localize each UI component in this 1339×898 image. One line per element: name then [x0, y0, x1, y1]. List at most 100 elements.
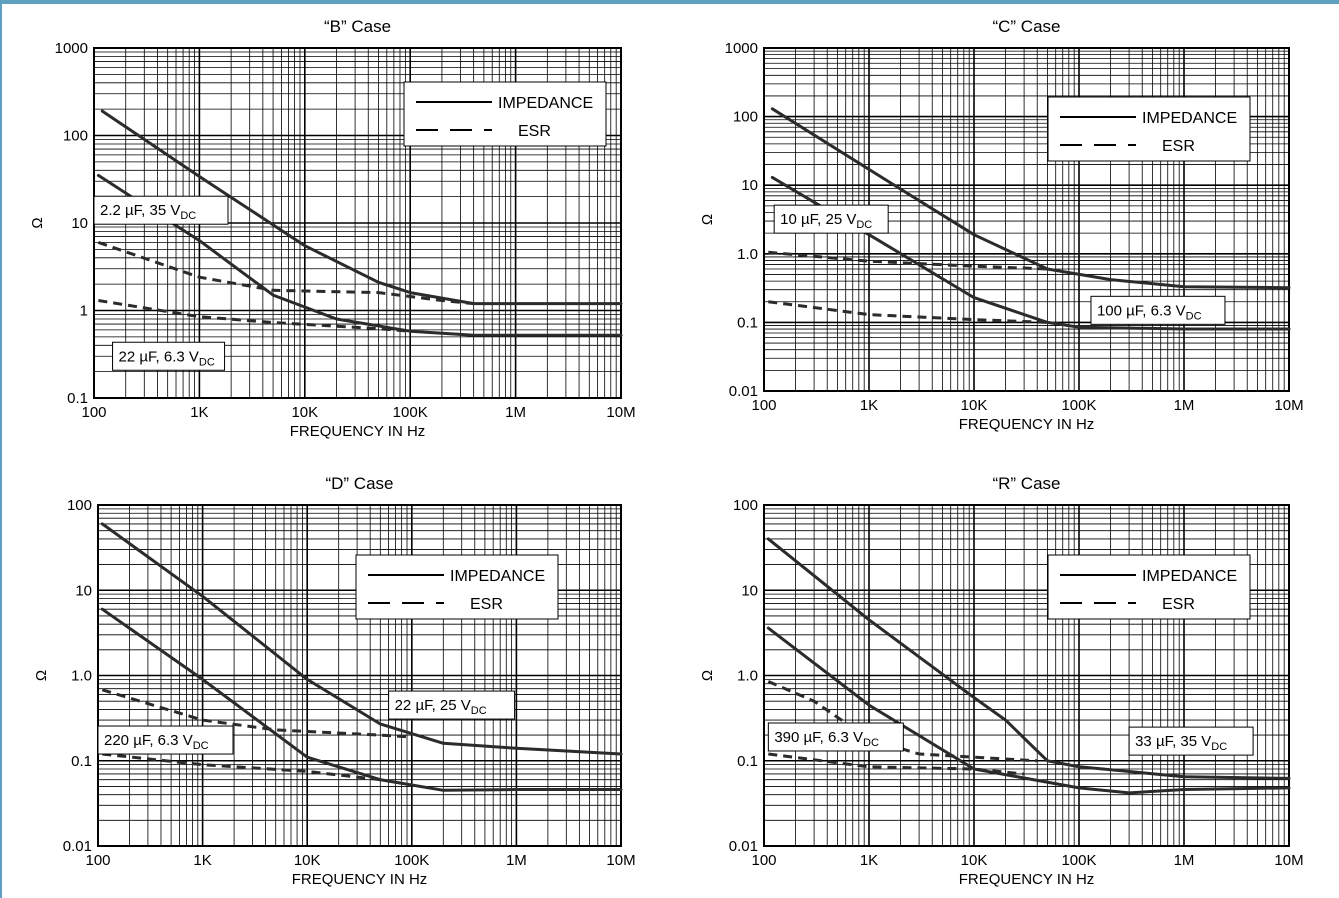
annotation-1: 22 µF, 6.3 VDC: [112, 341, 226, 371]
y-tick-label: 0.01: [729, 838, 758, 855]
annotation-subscript: DC: [199, 356, 215, 368]
y-tick-label: 0.1: [737, 314, 758, 331]
series-0-line: [766, 537, 1291, 780]
annotation-text: 220 µF, 6.3 VDC: [104, 732, 209, 752]
annotation-main: 390 µF, 6.3 V: [774, 729, 863, 746]
page-border-left: [0, 0, 2, 898]
annotation-1: 220 µF, 6.3 VDC: [97, 725, 234, 755]
x-tick-label: 10K: [294, 852, 321, 869]
y-tick-label: 1000: [55, 40, 88, 57]
annotation-0: 2.2 µF, 35 VDC: [93, 195, 229, 225]
chart-1: 100 1K 10K 100K 1M 10M 0.01 0.1 1.0 10 100 1000 “C” …: [699, 17, 1304, 433]
series-2-line: [96, 173, 623, 337]
legend-label: ESR: [1162, 138, 1195, 155]
x-tick-label: 1K: [193, 852, 211, 869]
annotation-box: [767, 722, 904, 752]
annotation-box: [93, 195, 229, 225]
legend: IMPEDANCE ESR: [1047, 96, 1251, 162]
annotation-0: 33 µF, 35 VDC: [1128, 726, 1254, 756]
annotation-subscript: DC: [471, 705, 487, 717]
chart-title: “R” Case: [992, 474, 1060, 493]
annotation-main: 33 µF, 35 V: [1135, 733, 1211, 750]
annotation-subscript: DC: [180, 210, 196, 222]
series-3-line: [768, 752, 1025, 776]
x-tick-label: 100: [751, 852, 776, 869]
annotation-main: 22 µF, 6.3 V: [119, 348, 199, 365]
plot-frame: [97, 504, 622, 847]
legend-label: ESR: [518, 123, 551, 140]
y-tick-label: 0.1: [67, 390, 88, 407]
legend-label: ESR: [470, 596, 503, 613]
annotation-main: 22 µF, 25 V: [395, 697, 471, 714]
page-border-top: [0, 0, 1339, 4]
x-tick-label: 100: [751, 397, 776, 414]
series-3-line: [102, 752, 381, 782]
x-tick-label: 10M: [1274, 397, 1303, 414]
grid-group: [93, 47, 622, 399]
legend-label: IMPEDANCE: [1142, 568, 1237, 585]
x-tick-label: 1M: [505, 404, 526, 421]
x-axis-label: FREQUENCY IN Hz: [959, 871, 1095, 888]
y-tick-label: 10: [741, 582, 758, 599]
y-tick-label: 1000: [725, 40, 758, 57]
y-tick-label: 1: [80, 303, 88, 320]
y-axis-label: Ω: [699, 670, 716, 681]
series-3-line: [98, 299, 411, 333]
chart-0: 100 1K 10K 100K 1M 10M 0.1 1 10 100 1000 “B” Case FR…: [29, 17, 636, 440]
y-tick-label: 100: [67, 497, 92, 514]
x-tick-label: 10M: [1274, 852, 1303, 869]
annotation-text: 22 µF, 6.3 VDC: [119, 348, 215, 368]
x-tick-label: 100: [85, 852, 110, 869]
annotation-main: 2.2 µF, 35 V: [100, 202, 180, 219]
legend: IMPEDANCE ESR: [1047, 554, 1251, 620]
annotation-subscript: DC: [856, 219, 872, 231]
annotation-text: 22 µF, 25 VDC: [395, 697, 487, 717]
series-1-line: [101, 688, 412, 739]
annotation-subscript: DC: [1211, 741, 1227, 753]
x-tick-label: 10K: [961, 852, 988, 869]
legend-box: [403, 81, 607, 147]
series-2-line: [766, 626, 1291, 795]
plot-frame: [763, 504, 1290, 847]
y-tick-label: 0.01: [63, 838, 92, 855]
chart-title: “D” Case: [325, 474, 393, 493]
series-0-line: [770, 107, 1291, 290]
series-1-line: [768, 250, 1048, 271]
chart-title: “B” Case: [324, 17, 391, 36]
y-tick-label: 10: [741, 177, 758, 194]
legend-label: IMPEDANCE: [498, 95, 593, 112]
plot-frame: [763, 47, 1290, 392]
x-tick-label: 10K: [291, 404, 318, 421]
x-tick-label: 100K: [1061, 852, 1096, 869]
y-axis-label: Ω: [699, 214, 716, 225]
annotation-box: [112, 341, 226, 371]
legend-label: IMPEDANCE: [450, 568, 545, 585]
y-tick-label: 1.0: [71, 668, 92, 685]
legend-box: [355, 554, 559, 620]
series-2-line: [770, 175, 1291, 331]
x-axis-label: FREQUENCY IN Hz: [959, 416, 1095, 433]
x-tick-label: 100K: [1061, 397, 1096, 414]
x-tick-label: 1M: [506, 852, 527, 869]
x-tick-label: 1M: [1174, 397, 1195, 414]
series-2-line: [100, 607, 623, 792]
legend: IMPEDANCE ESR: [403, 81, 607, 147]
charts-group: 100 1K 10K 100K 1M 10M 0.1 1 10 100 1000 “B” Case FR…: [29, 17, 1304, 888]
x-tick-label: 10K: [961, 397, 988, 414]
x-tick-label: 1K: [860, 852, 878, 869]
annotation-main: 220 µF, 6.3 V: [104, 732, 193, 749]
x-tick-label: 100K: [394, 852, 429, 869]
legend-box: [1047, 96, 1251, 162]
annotation-text: 33 µF, 35 VDC: [1135, 733, 1227, 753]
annotation-1: 100 µF, 6.3 VDC: [1090, 295, 1226, 325]
chart-2: 100 1K 10K 100K 1M 10M 0.01 0.1 1.0 10 100 “D” Case…: [33, 474, 636, 888]
x-tick-label: 10M: [606, 404, 635, 421]
annotation-main: 100 µF, 6.3 V: [1097, 302, 1186, 319]
legend-label: IMPEDANCE: [1142, 110, 1237, 127]
annotation-subscript: DC: [193, 740, 209, 752]
y-tick-label: 0.01: [729, 383, 758, 400]
annotation-1: 390 µF, 6.3 VDC: [767, 722, 904, 752]
annotation-box: [1090, 295, 1226, 325]
x-axis-label: FREQUENCY IN Hz: [290, 423, 426, 440]
y-axis-label: Ω: [33, 670, 50, 681]
